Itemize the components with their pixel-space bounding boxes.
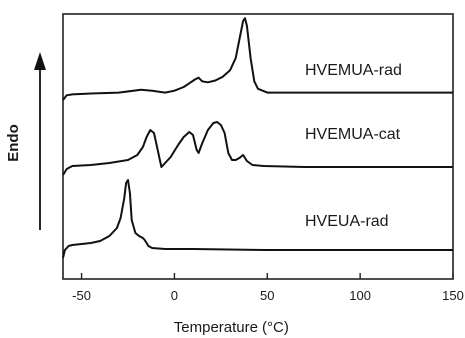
x-axis-ticks: -50 0 50 100 150 — [72, 273, 464, 303]
series-line-hvemua-cat — [62, 121, 453, 176]
plot-frame — [62, 13, 454, 280]
x-tick-label: 50 — [260, 288, 274, 303]
series-line-hvemua-rad — [62, 17, 453, 101]
x-axis-label: Temperature — [174, 319, 258, 336]
endo-arrow-head — [34, 52, 46, 70]
series-label-hvemua-rad: HVEMUA-rad — [305, 62, 402, 79]
x-axis-unit: (°C) — [262, 319, 289, 336]
series-label-hvemua-cat: HVEMUA-cat — [305, 126, 401, 143]
series-labels: HVEMUA-rad HVEMUA-cat HVEUA-rad — [305, 62, 402, 230]
x-tick-label: 100 — [349, 288, 371, 303]
series-line-hveua-rad — [62, 179, 453, 259]
x-tick-label: 0 — [171, 288, 178, 303]
x-tick-label: -50 — [72, 288, 91, 303]
x-tick-label: 150 — [442, 288, 464, 303]
series-label-hveua-rad: HVEUA-rad — [305, 213, 389, 230]
y-axis-label: Endo — [5, 124, 22, 162]
series-lines — [62, 17, 453, 259]
plot-area: -50 0 50 100 150 HVEMUA-rad HVEMUA-cat HVEUA-r… — [62, 13, 464, 303]
y-axis-indicator: Endo — [5, 52, 46, 230]
